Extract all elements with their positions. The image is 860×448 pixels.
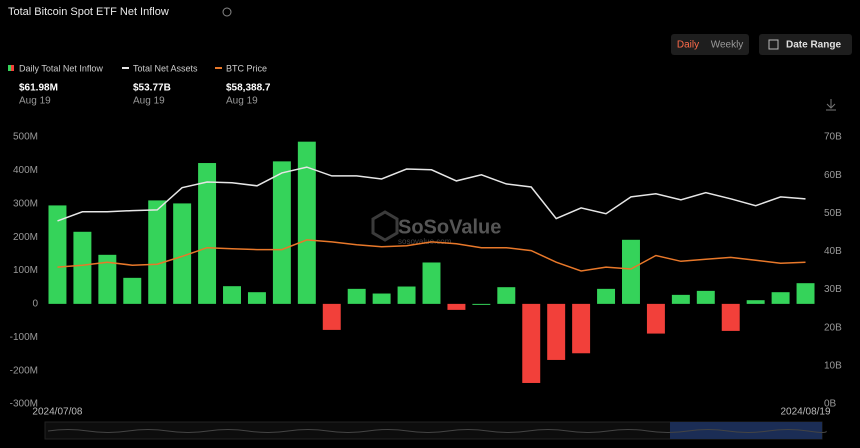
bar (597, 288, 616, 304)
bar (796, 283, 815, 304)
bar (322, 303, 341, 330)
calendar-icon (768, 39, 779, 50)
navigator-line (47, 429, 827, 433)
line (57, 166, 806, 222)
y2-tick-label: 10B (824, 360, 842, 371)
y-tick-label: 500M (13, 132, 38, 143)
legend-label[interactable]: Total Net Assets (133, 63, 198, 73)
y-tick-label: -200M (10, 365, 38, 376)
legend-date: Aug 19 (19, 96, 51, 107)
y2-tick-label: 20B (824, 322, 842, 333)
bar (447, 303, 466, 310)
bar (472, 303, 491, 305)
bar (622, 239, 640, 304)
y-tick-label: 300M (13, 198, 38, 209)
legend-value: $53.77B (133, 83, 171, 94)
bar (671, 294, 690, 304)
y2-tick-label: 50B (824, 208, 842, 219)
bar (646, 303, 665, 334)
bar (721, 303, 740, 331)
toggle-weekly[interactable]: Weekly (711, 40, 744, 51)
y2-tick-label: 40B (824, 246, 842, 257)
legend-marker (122, 67, 129, 69)
chart-title: Total Bitcoin Spot ETF Net Inflow (8, 6, 169, 18)
y-tick-label: 400M (13, 165, 38, 176)
bar (73, 231, 92, 304)
toggle-daily[interactable]: Daily (677, 40, 699, 51)
legend-marker (11, 65, 14, 71)
legend-marker (215, 67, 222, 69)
bar (223, 286, 241, 304)
x-tick-label: 2024/08/19 (781, 407, 831, 418)
bar (696, 290, 715, 304)
bar (173, 203, 192, 304)
legend-date: Aug 19 (133, 96, 165, 107)
y-tick-label: 200M (13, 232, 38, 243)
bar (547, 303, 566, 360)
legend-date: Aug 19 (226, 96, 258, 107)
toggle-group (671, 34, 749, 55)
date-range-label[interactable]: Date Range (786, 40, 841, 51)
bar (247, 292, 266, 304)
navigator-selection[interactable] (670, 422, 822, 439)
bar (522, 303, 541, 383)
bar (347, 288, 366, 304)
y-tick-label: 100M (13, 265, 38, 276)
y2-tick-label: 0B (824, 399, 837, 410)
y2-tick-label: 60B (824, 170, 842, 181)
bar (148, 200, 167, 304)
bar (746, 300, 765, 304)
watermark (371, 210, 399, 242)
legend-marker (8, 65, 11, 71)
x-tick-label: 2024/07/08 (32, 407, 82, 418)
y2-tick-label: 30B (824, 284, 842, 295)
bar (422, 262, 441, 304)
y-tick-label: 0 (32, 299, 38, 310)
legend-value: $61.98M (19, 83, 58, 94)
watermark-text: SoSoValue (398, 216, 501, 238)
bar (372, 293, 391, 304)
bar (297, 141, 316, 304)
legend-label[interactable]: BTC Price (226, 63, 267, 73)
y-tick-label: -100M (10, 332, 38, 343)
y2-tick-label: 70B (824, 132, 842, 143)
bar (48, 205, 67, 304)
legend-value: $58,388.7 (226, 83, 271, 94)
download-icon[interactable] (826, 99, 836, 111)
watermark-url: sosovalue.com (398, 237, 452, 246)
bar (497, 287, 516, 304)
bar (572, 303, 591, 354)
bar (771, 292, 790, 304)
info-icon[interactable] (222, 7, 232, 17)
line (57, 239, 806, 272)
bar (397, 286, 416, 304)
y-tick-label: -300M (10, 399, 38, 410)
bar (198, 163, 217, 304)
legend-label[interactable]: Daily Total Net Inflow (19, 63, 103, 73)
date-range-button[interactable] (759, 34, 852, 55)
bar (272, 161, 291, 304)
bar (98, 254, 117, 304)
bar (123, 277, 142, 304)
